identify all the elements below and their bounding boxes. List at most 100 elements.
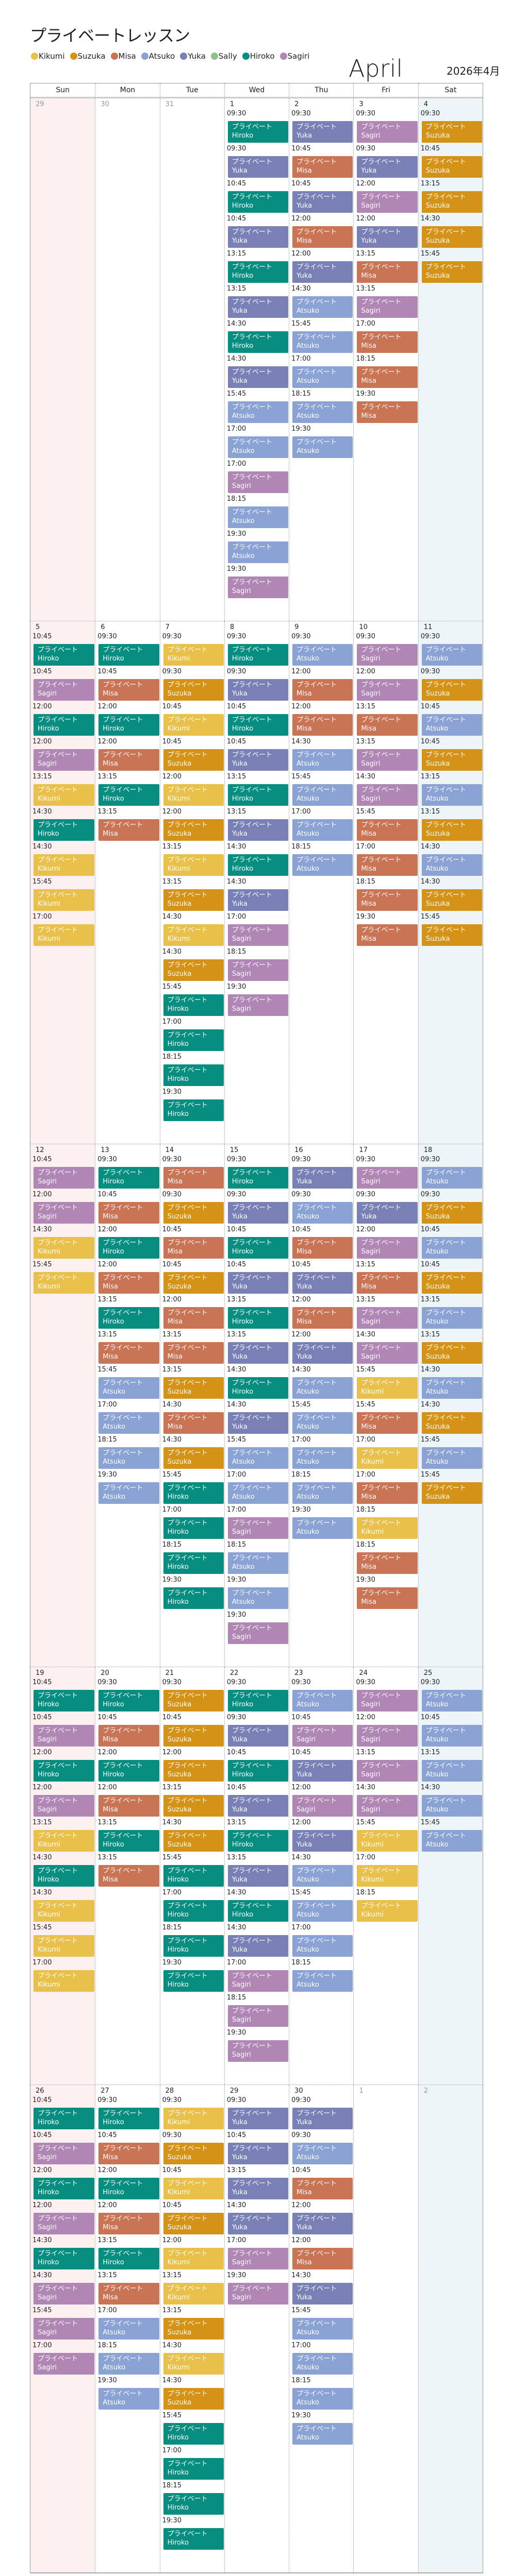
event-hiroko[interactable]: プライベート Hiroko (163, 1482, 224, 1504)
event-suzuka[interactable]: プライベート Suzuka (163, 2143, 224, 2164)
event-misa[interactable]: プライベート Misa (98, 1342, 159, 1364)
event-suzuka[interactable]: プライベート Suzuka (421, 1202, 482, 1224)
event-hiroko[interactable]: プライベート Hiroko (34, 1690, 95, 1711)
event-kikumi[interactable]: プライベート Kikumi (163, 2108, 224, 2129)
event-sagiri[interactable]: プライベート Sagiri (227, 2005, 289, 2027)
event-hiroko[interactable]: プライベート Hiroko (163, 1587, 224, 1609)
event-kikumi[interactable]: プライベート Kikumi (163, 714, 224, 736)
day-cell[interactable]: 20 09:30 プライベート Hiroko 10:45 プライベート Misa 12:00 プ… (95, 1667, 159, 2084)
event-hiroko[interactable]: プライベート Hiroko (227, 1690, 289, 1711)
day-cell[interactable]: 17 09:30 プライベート Sagiri 09:30 プライベート Yuka 12:00 プ… (353, 1144, 418, 1667)
day-cell[interactable]: 30 09:30 プライベート Yuka 09:30 プライベート Atsuko 10:45 プ… (289, 2085, 353, 2572)
day-cell[interactable]: 1 (353, 2085, 418, 2572)
event-yuka[interactable]: プライベート Yuka (292, 1830, 353, 1852)
event-atsuko[interactable]: プライベート Atsuko (421, 1795, 482, 1817)
event-misa[interactable]: プライベート Misa (98, 1865, 159, 1887)
event-hiroko[interactable]: プライベート Hiroko (227, 1760, 289, 1782)
event-atsuko[interactable]: プライベート Atsuko (292, 1517, 353, 1539)
event-misa[interactable]: プライベート Misa (357, 331, 418, 353)
event-misa[interactable]: プライベート Misa (98, 1725, 159, 1747)
event-yuka[interactable]: プライベート Yuka (227, 1865, 289, 1887)
event-hiroko[interactable]: プライベート Hiroko (163, 994, 224, 1016)
event-misa[interactable]: プライベート Misa (163, 1167, 224, 1189)
event-misa[interactable]: プライベート Misa (357, 261, 418, 283)
event-suzuka[interactable]: プライベート Suzuka (421, 749, 482, 771)
event-suzuka[interactable]: プライベート Suzuka (163, 2213, 224, 2234)
event-hiroko[interactable]: プライベート Hiroko (98, 1760, 159, 1782)
event-atsuko[interactable]: プライベート Atsuko (292, 2353, 353, 2375)
event-atsuko[interactable]: プライベート Atsuko (292, 1690, 353, 1711)
event-atsuko[interactable]: プライベート Atsuko (292, 1900, 353, 1922)
day-cell[interactable]: 14 09:30 プライベート Misa 09:30 プライベート Suzuka 10:45 プ… (159, 1144, 224, 1667)
day-cell[interactable]: 3 09:30 プライベート Sagiri 09:30 プライベート Yuka 12:00 プラ… (353, 98, 418, 621)
event-yuka[interactable]: プライベート Yuka (227, 1935, 289, 1957)
event-sagiri[interactable]: プライベート Sagiri (227, 924, 289, 946)
event-sagiri[interactable]: プライベート Sagiri (357, 121, 418, 143)
event-sagiri[interactable]: プライベート Sagiri (357, 1760, 418, 1782)
event-yuka[interactable]: プライベート Yuka (292, 2213, 353, 2234)
event-hiroko[interactable]: プライベート Hiroko (98, 2178, 159, 2199)
day-cell[interactable]: 6 09:30 プライベート Hiroko 10:45 プライベート Misa 12:00 プラ… (95, 621, 159, 1144)
event-yuka[interactable]: プライベート Yuka (227, 889, 289, 911)
event-misa[interactable]: プライベート Misa (292, 226, 353, 248)
event-misa[interactable]: プライベート Misa (292, 679, 353, 701)
event-kikumi[interactable]: プライベート Kikumi (34, 1830, 95, 1852)
event-atsuko[interactable]: プライベート Atsuko (292, 784, 353, 806)
event-hiroko[interactable]: プライベート Hiroko (227, 191, 289, 213)
event-atsuko[interactable]: プライベート Atsuko (227, 401, 289, 423)
event-atsuko[interactable]: プライベート Atsuko (292, 1865, 353, 1887)
day-cell[interactable]: 29 (30, 98, 95, 621)
event-sagiri[interactable]: プライベート Sagiri (34, 2318, 95, 2340)
event-misa[interactable]: プライベート Misa (292, 714, 353, 736)
event-atsuko[interactable]: プライベート Atsuko (292, 296, 353, 318)
event-sagiri[interactable]: プライベート Sagiri (227, 471, 289, 493)
day-cell[interactable]: 16 09:30 プライベート Yuka 09:30 プライベート Atsuko 10:45 プ… (289, 1144, 353, 1667)
day-cell[interactable]: 24 09:30 プライベート Sagiri 12:00 プライベート Sagiri 13:1… (353, 1667, 418, 2084)
event-suzuka[interactable]: プライベート Suzuka (163, 1377, 224, 1399)
event-suzuka[interactable]: プライベート Suzuka (421, 1272, 482, 1294)
event-kikumi[interactable]: プライベート Kikumi (357, 1900, 418, 1922)
event-suzuka[interactable]: プライベート Suzuka (163, 679, 224, 701)
day-cell[interactable]: 19 10:45 プライベート Hiroko 10:45 プライベート Sagiri 12:0… (30, 1667, 95, 2084)
event-misa[interactable]: プライベート Misa (163, 1412, 224, 1434)
event-misa[interactable]: プライベート Misa (357, 1482, 418, 1504)
event-yuka[interactable]: プライベート Yuka (227, 1725, 289, 1747)
event-hiroko[interactable]: プライベート Hiroko (34, 2108, 95, 2129)
event-sagiri[interactable]: プライベート Sagiri (357, 784, 418, 806)
day-cell[interactable]: 7 09:30 プライベート Kikumi 09:30 プライベート Suzuka 10:45… (159, 621, 224, 1144)
event-hiroko[interactable]: プライベート Hiroko (227, 261, 289, 283)
event-atsuko[interactable]: プライベート Atsuko (227, 1552, 289, 1574)
event-atsuko[interactable]: プライベート Atsuko (421, 644, 482, 666)
event-misa[interactable]: プライベート Misa (98, 1202, 159, 1224)
day-cell[interactable]: 4 09:30 プライベート Suzuka 10:45 プライベート Suzuka 13:15… (418, 98, 483, 621)
event-yuka[interactable]: プライベート Yuka (227, 2143, 289, 2164)
event-atsuko[interactable]: プライベート Atsuko (421, 1237, 482, 1259)
event-atsuko[interactable]: プライベート Atsuko (227, 1482, 289, 1504)
event-suzuka[interactable]: プライベート Suzuka (163, 1725, 224, 1747)
event-yuka[interactable]: プライベート Yuka (227, 679, 289, 701)
event-sagiri[interactable]: プライベート Sagiri (357, 1237, 418, 1259)
event-kikumi[interactable]: プライベート Kikumi (357, 1377, 418, 1399)
event-sagiri[interactable]: プライベート Sagiri (34, 2143, 95, 2164)
event-hiroko[interactable]: プライベート Hiroko (227, 644, 289, 666)
event-atsuko[interactable]: プライベート Atsuko (421, 854, 482, 876)
event-yuka[interactable]: プライベート Yuka (292, 191, 353, 213)
event-sagiri[interactable]: プライベート Sagiri (34, 2283, 95, 2304)
event-kikumi[interactable]: プライベート Kikumi (163, 644, 224, 666)
event-misa[interactable]: プライベート Misa (98, 2283, 159, 2304)
event-kikumi[interactable]: プライベート Kikumi (163, 924, 224, 946)
event-hiroko[interactable]: プライベート Hiroko (98, 2108, 159, 2129)
day-cell[interactable]: 25 09:30 プライベート Atsuko 10:45 プライベート Atsuko 13:1… (418, 1667, 483, 2084)
event-suzuka[interactable]: プライベート Suzuka (421, 156, 482, 178)
event-kikumi[interactable]: プライベート Kikumi (163, 854, 224, 876)
event-kikumi[interactable]: プライベート Kikumi (34, 1935, 95, 1957)
event-atsuko[interactable]: プライベート Atsuko (421, 1725, 482, 1747)
event-sagiri[interactable]: プライベート Sagiri (227, 959, 289, 981)
event-yuka[interactable]: プライベート Yuka (227, 366, 289, 388)
event-suzuka[interactable]: プライベート Suzuka (163, 2388, 224, 2410)
event-sagiri[interactable]: プライベート Sagiri (34, 1167, 95, 1189)
event-misa[interactable]: プライベート Misa (98, 1272, 159, 1294)
event-hiroko[interactable]: プライベート Hiroko (163, 1099, 224, 1121)
event-yuka[interactable]: プライベート Yuka (227, 2108, 289, 2129)
event-atsuko[interactable]: プライベート Atsuko (98, 2353, 159, 2375)
